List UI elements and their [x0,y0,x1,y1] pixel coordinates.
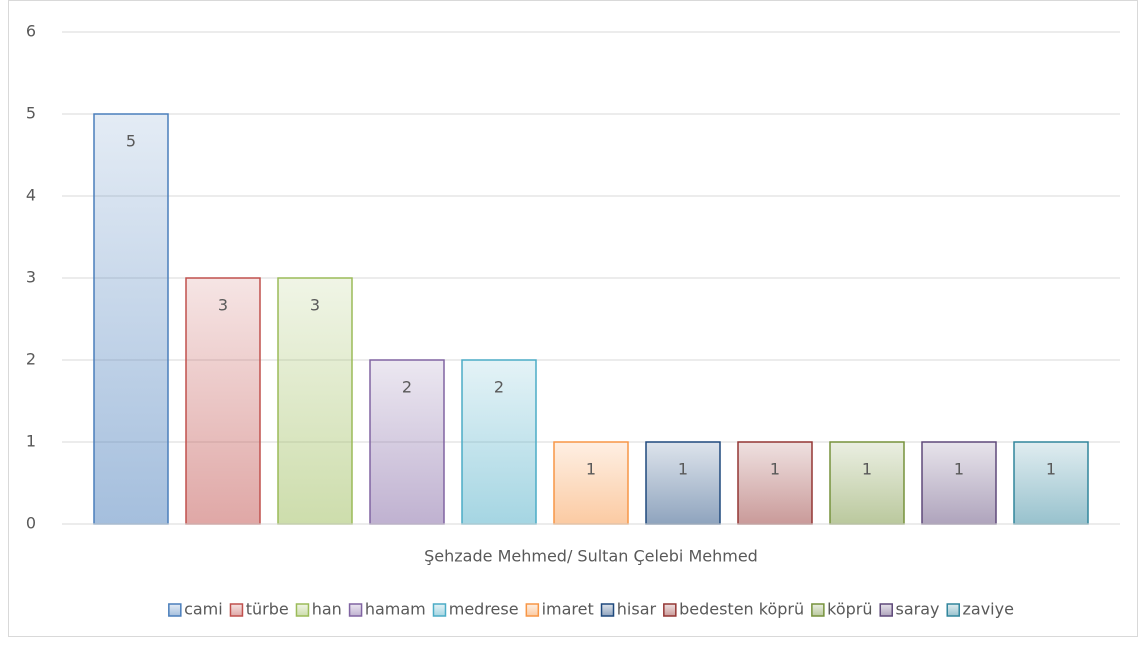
legend-swatch [663,603,677,617]
y-tick-label: 1 [26,432,36,451]
legend-swatch [295,603,310,617]
legend-label: hisar [617,600,657,619]
legend-swatch [879,603,893,617]
y-tick-label: 3 [26,268,36,287]
bar [645,441,721,525]
data-label: 2 [494,378,504,397]
bar [185,277,261,525]
y-tick-label: 5 [26,104,36,123]
legend-swatch [525,603,540,617]
y-tick-label: 0 [26,514,36,533]
data-label: 2 [402,378,412,397]
legend-label: türbe [246,600,289,619]
data-label: 1 [678,460,688,479]
legend-swatch [432,603,447,617]
legend: cami türbe han hamam medrese imaret hisar bedes… [168,600,1014,619]
bar [461,359,537,525]
legend-label: köprü [827,600,872,619]
bar [829,441,905,525]
bar [1013,441,1089,525]
legend-label: hamam [365,600,426,619]
legend-swatch [811,603,825,617]
data-label: 3 [310,296,320,315]
legend-swatch [946,603,960,617]
y-tick-label: 2 [26,350,36,369]
bar [921,441,997,525]
data-label: 1 [1046,460,1056,479]
data-label: 1 [862,460,872,479]
data-label: 1 [586,460,596,479]
data-label: 3 [218,296,228,315]
legend-swatch [348,603,363,617]
bar [277,277,353,525]
legend-label: saray [895,600,939,619]
legend-label: han [312,600,342,619]
legend-swatch [168,603,182,617]
chart-border [8,0,1138,637]
bar [737,441,813,525]
data-label: 1 [770,460,780,479]
data-label: 1 [954,460,964,479]
y-tick-label: 6 [26,22,36,41]
legend-label: zaviye [962,600,1013,619]
legend-swatch [600,603,615,617]
data-label: 5 [126,132,136,151]
legend-label: cami [184,600,223,619]
legend-label: medrese [449,600,519,619]
y-tick-label: 4 [26,186,36,205]
bar [93,113,169,525]
bar [553,441,629,525]
x-tick-label: Şehzade Mehmed/ Sultan Çelebi Mehmed [424,547,758,566]
legend-label: bedesten köprü [679,600,804,619]
legend-swatch [229,603,244,617]
legend-label: imaret [542,600,594,619]
